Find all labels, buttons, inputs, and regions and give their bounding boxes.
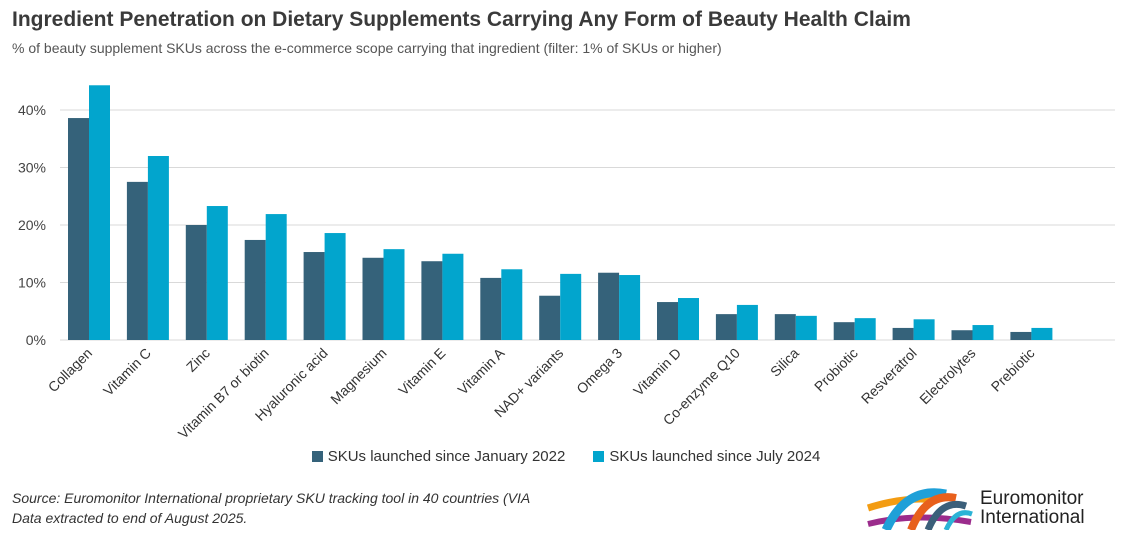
x-tick-label: Electrolytes: [916, 345, 978, 407]
bar: [244, 239, 266, 340]
bar: [951, 330, 973, 340]
x-tick-label: Vitamin A: [454, 344, 507, 397]
bar: [774, 314, 796, 340]
bar: [206, 206, 228, 340]
logo-text-1: Euromonitor: [980, 488, 1084, 509]
bar: [913, 319, 935, 340]
bar: [715, 314, 737, 340]
bar: [442, 253, 464, 340]
x-tick-label: Omega 3: [573, 345, 625, 397]
bar: [678, 298, 699, 340]
bar: [68, 118, 89, 340]
y-tick-label: 10%: [18, 275, 46, 291]
x-tick-label: Vitamin C: [100, 345, 154, 399]
bar: [89, 85, 110, 341]
bar: [657, 302, 678, 340]
x-tick-label: Vitamin D: [630, 345, 684, 399]
source-note: Source: Euromonitor International propri…: [12, 488, 530, 528]
bar: [383, 249, 405, 340]
chart-title: Ingredient Penetration on Dietary Supple…: [12, 8, 911, 31]
y-tick-label: 0%: [26, 332, 46, 348]
bar: [619, 275, 641, 340]
x-tick-label: Magnesium: [327, 345, 389, 407]
bar: [1010, 331, 1032, 340]
y-tick-label: 40%: [18, 102, 46, 118]
bar: [560, 273, 582, 340]
x-tick-label: Prebiotic: [988, 345, 1038, 395]
bar: [126, 181, 148, 340]
bar: [303, 252, 325, 340]
legend-label: SKUs launched since January 2022: [327, 448, 566, 465]
legend-item-jul-2024: SKUs launched since July 2024: [593, 448, 820, 465]
source-line-1: Source: Euromonitor International propri…: [12, 490, 531, 506]
legend-item-jan-2022: SKUs launched since January 2022: [311, 448, 566, 465]
legend-label: SKUs launched since July 2024: [609, 448, 821, 465]
bar: [972, 325, 994, 340]
bar: [362, 257, 384, 340]
bar: [736, 304, 758, 340]
bar: [795, 315, 817, 340]
legend-swatch: [593, 451, 605, 462]
bar: [147, 156, 169, 340]
bar: [324, 233, 346, 340]
bar: [833, 322, 855, 340]
x-tick-label: Zinc: [183, 345, 213, 375]
bar: [1031, 327, 1053, 340]
chart-subtitle: % of beauty supplement SKUs across the e…: [12, 40, 722, 56]
legend: SKUs launched since January 2022 SKUs la…: [0, 448, 1132, 465]
y-tick-label: 20%: [18, 217, 46, 233]
bar: [480, 277, 502, 340]
y-tick-label: 30%: [18, 160, 46, 176]
euromonitor-logo: Euromonitor International: [866, 486, 1085, 530]
bar: [539, 295, 561, 340]
bar-chart: 0% 10% 20% 30% 40% Collagen Vitamin C Zinc Vitam…: [18, 85, 1115, 442]
x-tick-label: Probiotic: [811, 345, 861, 395]
bar: [501, 269, 523, 340]
logo-arcs-icon: [866, 488, 973, 530]
x-tick-label: Silica: [767, 345, 802, 380]
bar: [421, 261, 443, 340]
bar: [598, 272, 620, 340]
x-tick-label: Resveratrol: [858, 345, 920, 407]
source-line-2: Data extracted to end of August 2025.: [12, 510, 248, 526]
x-tick-label: Collagen: [45, 345, 95, 395]
bar: [185, 225, 207, 340]
legend-swatch: [311, 451, 323, 462]
logo-text-2: International: [980, 507, 1085, 528]
x-tick-label: Vitamin E: [395, 345, 449, 399]
bar: [892, 327, 914, 340]
bar: [854, 318, 876, 340]
bar: [265, 214, 287, 340]
